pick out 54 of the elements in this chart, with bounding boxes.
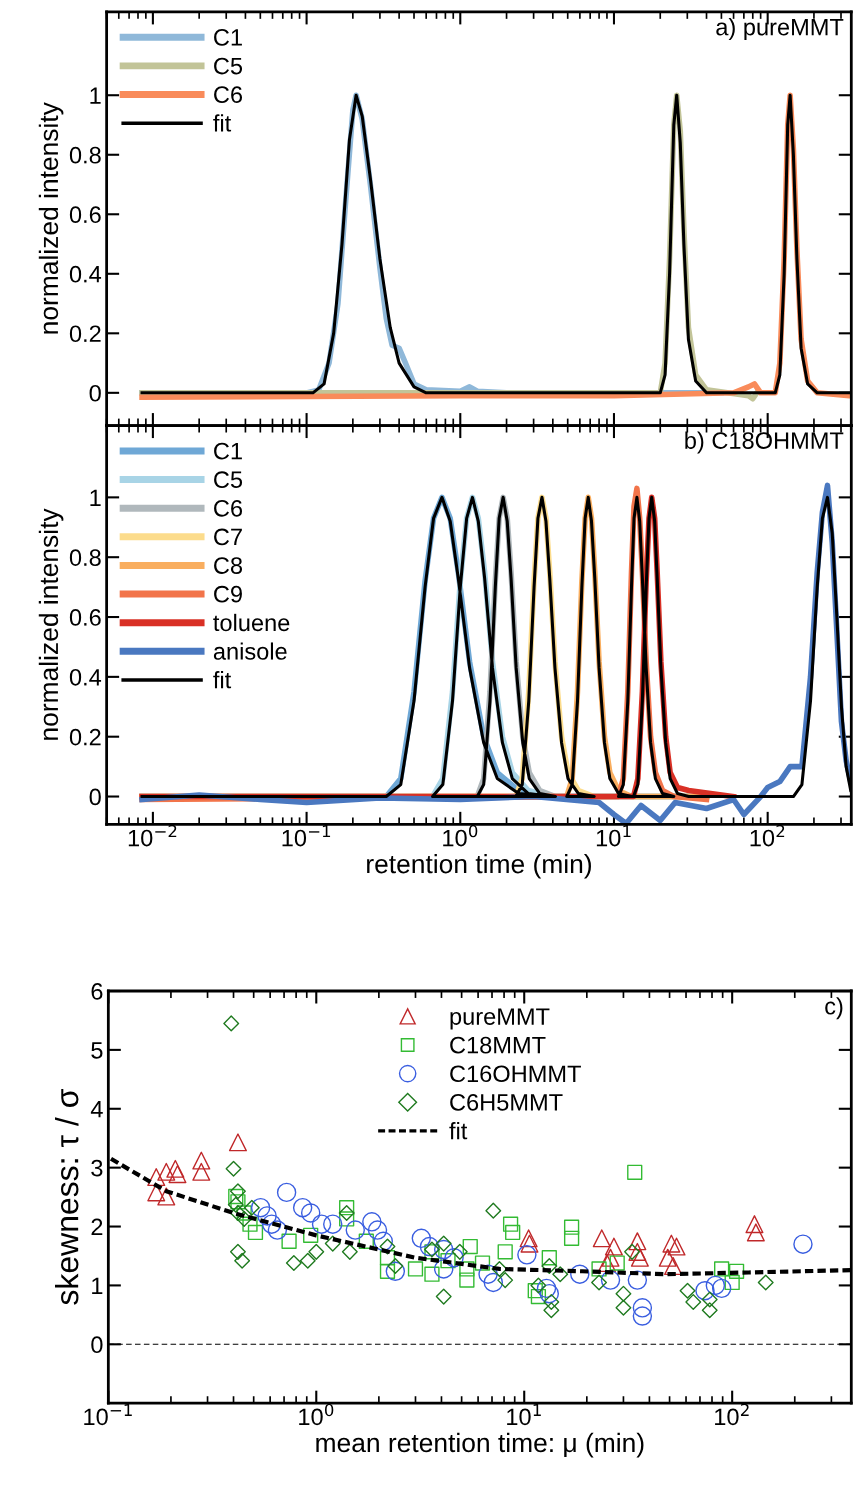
x-tick-label: 10$^{−2}$ [128,824,177,847]
x-tick-label: 10$^{1}$ [596,825,631,847]
y-tick-label: 0.2 [69,325,101,343]
y-tick-label: 1 [92,1277,103,1294]
x-tick-label: 10$^{1}$ [507,1403,541,1426]
legend-label: C9 [214,585,242,603]
legend-label: fit [449,1122,468,1140]
y-tick-label: 0.6 [69,609,101,626]
x-tick-label: 10$^{2}$ [715,1403,749,1426]
y-tick-label: 0 [91,1336,103,1354]
y-tick-label: 1 [90,489,101,506]
x-tick-label: 10$^{0}$ [443,824,478,847]
x-tick-label: 10$^{−1}$ [282,825,331,847]
y-tick-label: 0.2 [69,728,101,746]
y-tick-label: 0.6 [69,206,101,224]
legend-label: C6 [214,499,243,517]
y-tick-label: 0 [89,384,101,402]
annotation: b) C18OHMMT [685,431,844,454]
legend-label: C7 [214,528,242,546]
y-tick-label: 4 [90,1101,103,1118]
annotation: c) [825,997,843,1020]
legend-label: C16OHMMT [450,1065,581,1083]
legend-label: C8 [214,557,243,574]
legend-label: pureMMT [450,1008,550,1030]
y-tick-label: 0 [89,788,101,806]
x-tick-label: 10$^{2}$ [750,824,785,847]
y-tick-label: 6 [91,983,103,1000]
y-tick-label: 2 [91,1218,103,1236]
y-axis-title: normalized intensity [38,508,64,740]
legend-label: C6 [214,86,243,104]
annotation: a) pureMMT [716,18,844,41]
y-axis-title: skewness: τ / σ [55,1089,79,1305]
y-tick-label: 0.8 [69,549,101,566]
x-tick-label: 10$^{−1}$ [84,1403,132,1426]
legend-label: fit [213,671,232,689]
x-tick-label: 10$^{0}$ [299,1403,334,1426]
legend-label: C18MMT [450,1036,546,1054]
x-axis-title: mean retention time: μ (min) [316,1432,644,1458]
legend-label: C1 [214,29,242,46]
x-axis-title: retention time (min) [367,854,591,879]
y-tick-label: 0.4 [69,668,102,686]
y-tick-label: 0.4 [69,265,102,283]
legend-label: toluene [213,613,290,632]
y-tick-label: 5 [91,1042,103,1059]
legend-label: C1 [214,442,242,460]
legend-label: fit [213,114,232,132]
y-tick-label: 1 [90,87,101,104]
legend-label: C5 [214,57,243,75]
legend-label: C5 [214,471,243,489]
y-axis-title: normalized intensity [38,102,64,334]
legend-label: anisole [213,642,287,660]
y-tick-label: 0.8 [69,146,101,164]
legend-label: C6H5MMT [450,1094,563,1111]
y-tick-label: 3 [91,1159,103,1177]
